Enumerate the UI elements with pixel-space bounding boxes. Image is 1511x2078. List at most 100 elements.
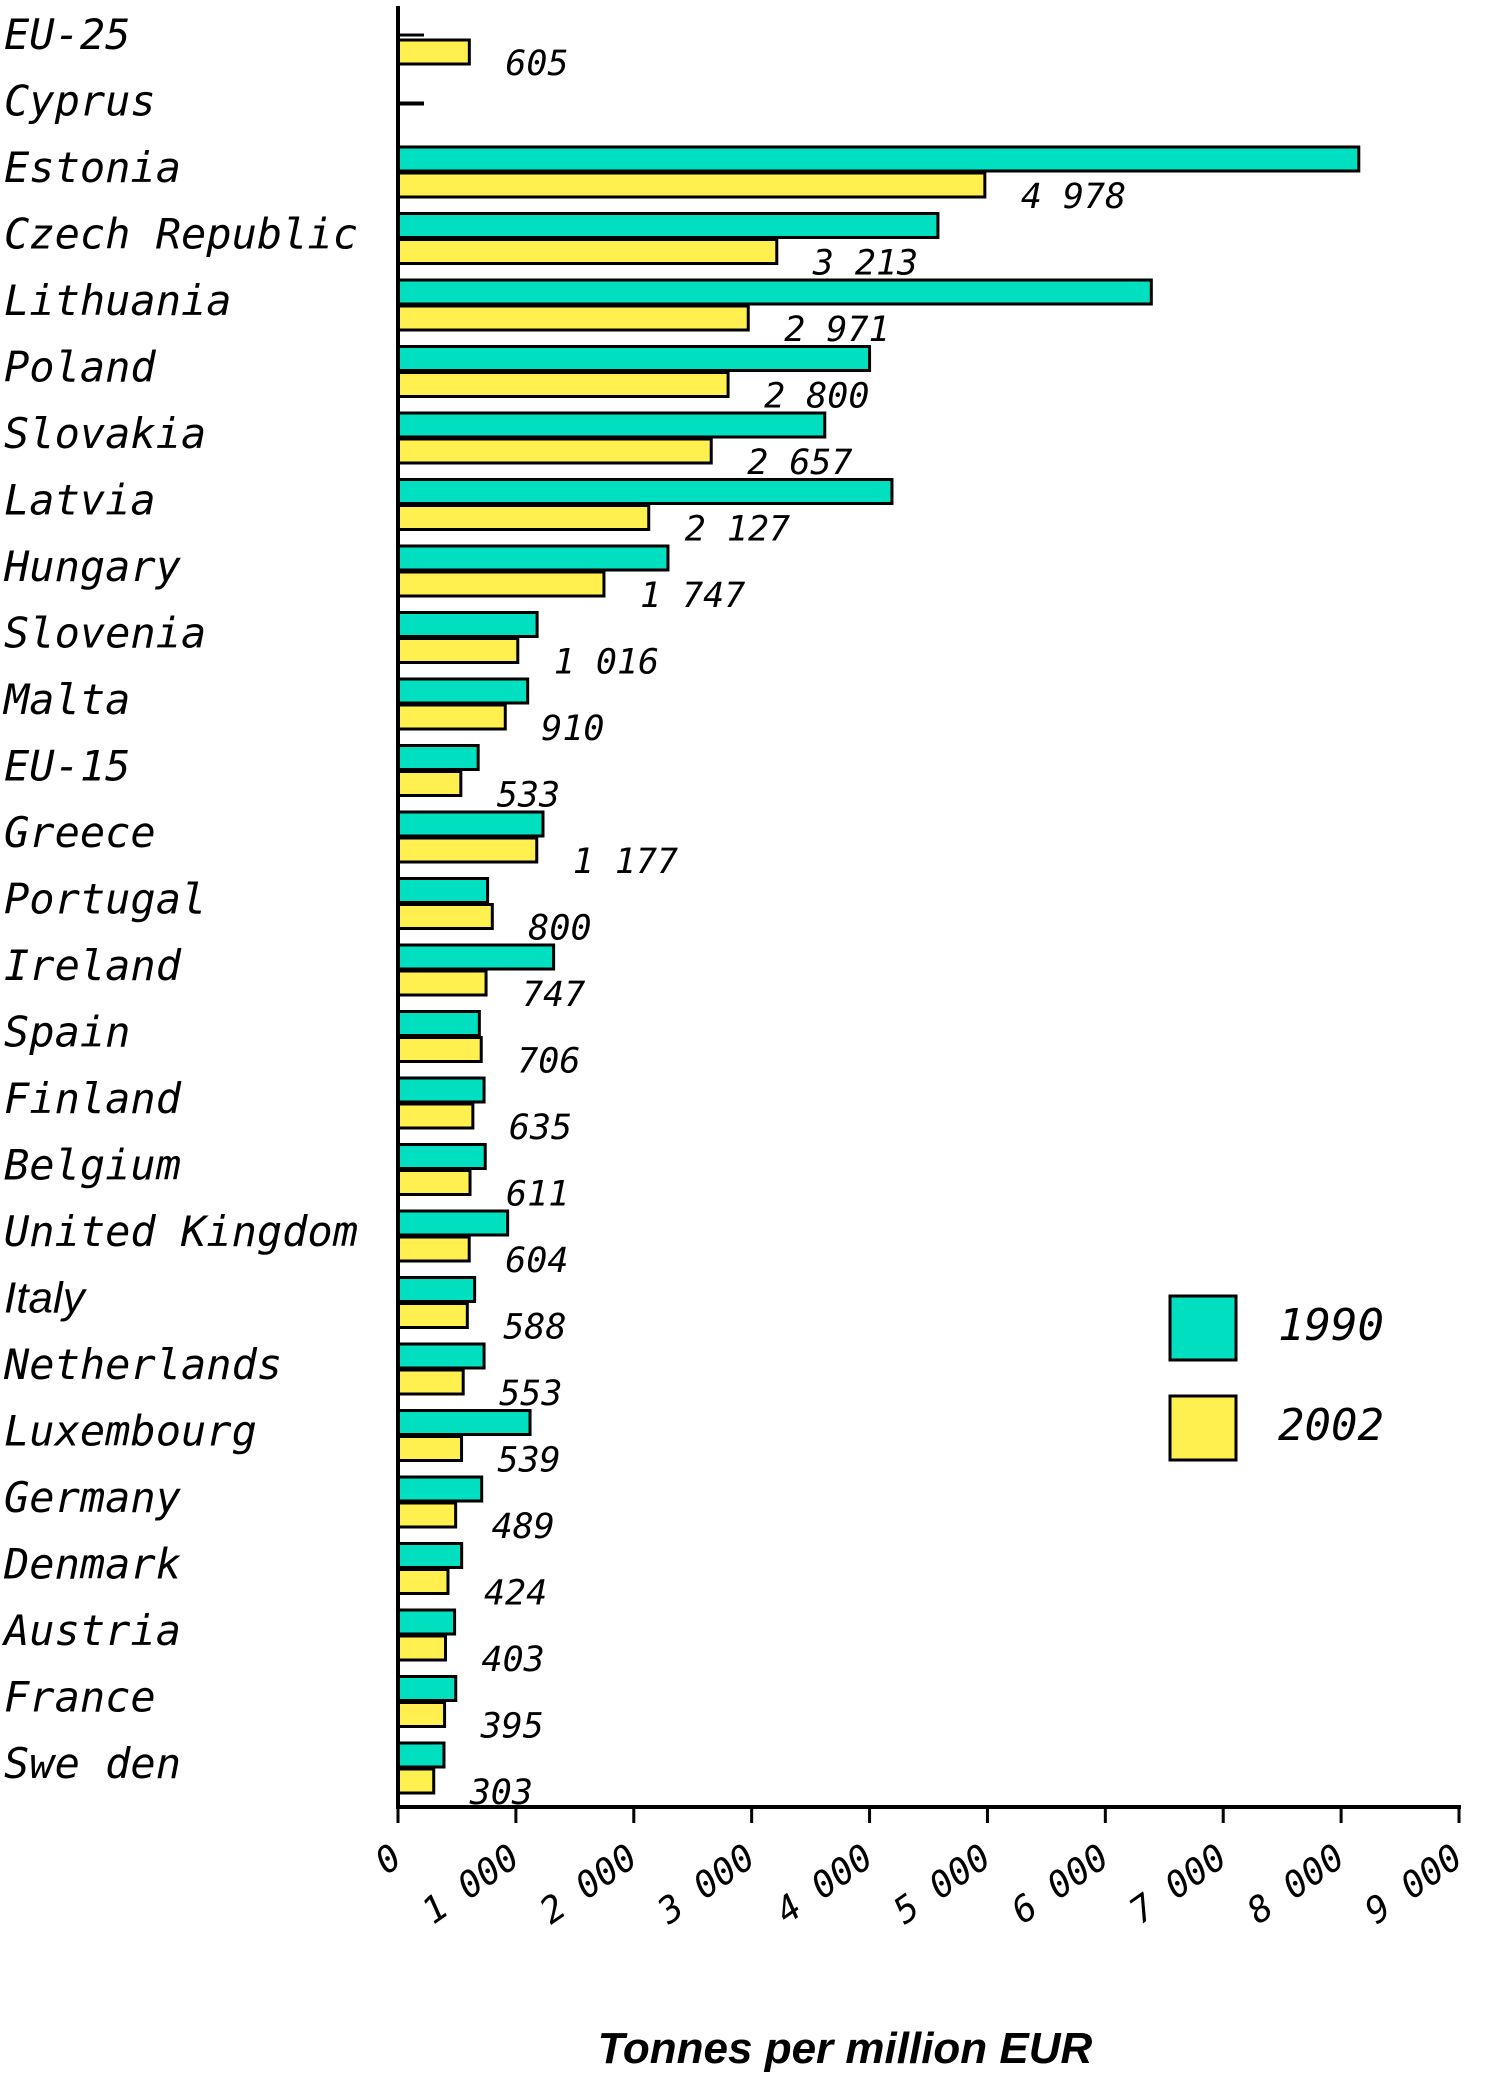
category-label: Finland	[4, 1074, 182, 1123]
bar-2002	[396, 1169, 472, 1196]
bar-2002	[396, 1435, 464, 1462]
category-label: Luxembourg	[4, 1407, 257, 1456]
x-tick-label: 2 000	[533, 1837, 645, 1933]
bar-2002	[396, 371, 730, 398]
value-label: 2 800	[764, 377, 869, 417]
category-label: France	[4, 1673, 156, 1722]
legend-swatch	[1168, 1394, 1238, 1462]
value-label: 1 016	[554, 643, 659, 683]
value-label: 489	[492, 1507, 555, 1547]
x-tick-label: 5 000	[886, 1837, 998, 1933]
category-label: Czech Republic	[4, 210, 358, 259]
bar-1990	[396, 810, 545, 838]
bar-2002	[396, 836, 539, 864]
bar-1990	[396, 1409, 532, 1436]
bar-2002	[396, 1634, 448, 1662]
category-label: Slovakia	[4, 409, 206, 458]
category-label: Malta	[2, 675, 130, 724]
bar-1990	[396, 1076, 486, 1104]
bar-1990	[396, 544, 670, 572]
bar-2002	[396, 703, 507, 731]
bar-1990	[396, 1542, 464, 1569]
bar-1990	[396, 1741, 446, 1769]
category-label: Austria	[1, 1606, 181, 1655]
bar-1990	[396, 212, 940, 239]
bar-2002	[396, 1368, 465, 1396]
bar-2002	[396, 1767, 436, 1795]
bar-1990	[396, 411, 827, 439]
category-label: EU-15	[4, 742, 130, 791]
x-tick-label: 4 000	[768, 1837, 880, 1933]
legend-label: 1990	[1278, 1300, 1384, 1351]
value-label: 588	[503, 1308, 566, 1348]
value-label: 2 127	[685, 510, 790, 550]
value-label: 2 657	[747, 443, 852, 483]
x-tick-label: 0	[368, 1837, 409, 1883]
bars-group	[396, 33, 1361, 1795]
x-tick-label: 9 000	[1358, 1837, 1470, 1933]
x-axis-title: Tonnes per million EUR	[598, 2024, 1093, 2073]
value-label: 635	[509, 1108, 572, 1148]
value-label: 800	[528, 909, 591, 949]
bar-2002	[396, 171, 987, 199]
bar-2002	[396, 903, 494, 930]
bar-1990	[396, 1276, 477, 1303]
value-label: 403	[482, 1640, 545, 1680]
bar-1990	[396, 145, 1361, 173]
x-tick-label: 7 000	[1122, 1837, 1234, 1933]
value-label: 604	[505, 1241, 568, 1281]
bar-2002	[396, 238, 779, 265]
value-label: 533	[497, 776, 560, 816]
bar-1990	[396, 478, 894, 505]
bar-1990	[396, 677, 530, 705]
x-tick-label: 1 000	[415, 1837, 527, 1933]
category-label: Latvia	[4, 476, 156, 525]
value-label: 539	[498, 1441, 561, 1481]
category-label: Swe den	[4, 1739, 181, 1788]
value-label: 1 177	[573, 842, 678, 882]
bar-2002	[396, 1568, 450, 1595]
value-label: 395	[480, 1707, 544, 1747]
bar-2002	[396, 637, 520, 664]
category-label: Hungary	[3, 542, 182, 591]
category-label: Greece	[4, 808, 156, 857]
bar-2002	[396, 969, 488, 997]
category-label: Denmark	[3, 1540, 181, 1589]
bar-2002	[396, 38, 471, 66]
bar-2002	[396, 304, 750, 332]
bar-2002	[396, 1501, 458, 1529]
category-label: Germany	[4, 1473, 182, 1522]
bar-1990	[396, 1342, 486, 1370]
bar-2002	[396, 1235, 471, 1263]
bar-2002	[396, 1036, 483, 1063]
bar-1990	[396, 278, 1153, 306]
category-labels: EU-25 Cyprus Estonia Czech Republic Lithuani…	[1, 10, 358, 1788]
bar-1990	[396, 1675, 458, 1702]
category-label: Belgium	[4, 1141, 181, 1190]
bar-2002	[396, 1102, 475, 1130]
bar-1990	[396, 744, 480, 771]
category-label: Lithuania	[4, 276, 232, 325]
category-label: Poland	[4, 343, 156, 392]
bar-1990	[396, 1209, 510, 1237]
bar-1990	[396, 1143, 487, 1170]
bar-2002	[396, 1701, 447, 1728]
bar-1990	[396, 611, 539, 638]
category-label: Spain	[4, 1008, 130, 1057]
x-tick-label: 3 000	[650, 1837, 763, 1933]
value-label: 2 971	[784, 310, 889, 350]
value-label: 706	[517, 1042, 580, 1082]
bar-1990	[396, 1475, 484, 1503]
category-label: EU-25	[4, 10, 130, 59]
legend-swatch	[1168, 1294, 1238, 1362]
bar-1990	[396, 345, 872, 372]
x-tick-label: 8 000	[1240, 1837, 1352, 1933]
category-label: Italy	[4, 1274, 88, 1323]
bar-2002	[396, 504, 651, 531]
category-label: Estonia	[4, 143, 181, 192]
value-label: 424	[484, 1574, 547, 1614]
value-label: 3 213	[812, 244, 918, 284]
bar-1990	[396, 1608, 457, 1636]
category-label: Ireland	[4, 941, 182, 990]
